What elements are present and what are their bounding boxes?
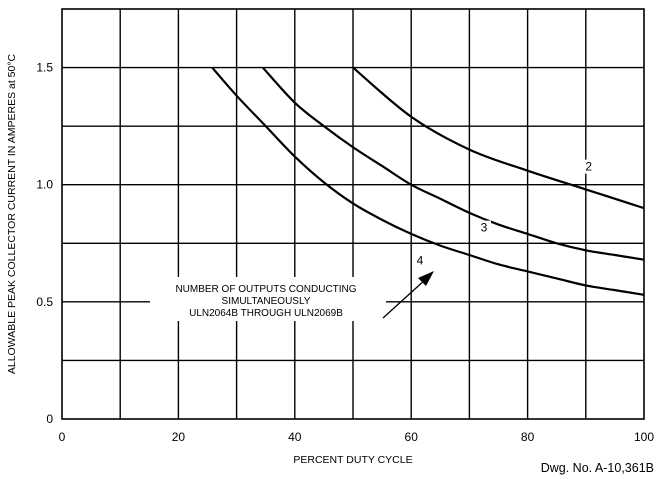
y-axis-title: ALLOWABLE PEAK COLLECTOR CURRENT IN AMPE… bbox=[6, 53, 18, 374]
plot-frame bbox=[61, 8, 645, 420]
series-label-3: 3 bbox=[481, 221, 488, 235]
x-tick-label: 0 bbox=[59, 430, 66, 444]
series-label-background bbox=[412, 253, 427, 268]
annotation-line-3: ULN2064B THROUGH ULN2069B bbox=[189, 308, 343, 319]
series-label-background bbox=[476, 220, 491, 235]
y-tick-labels: 0 0.5 1.0 1.5 bbox=[36, 61, 53, 426]
annotation-line-2: SIMULTANEOUSLY bbox=[222, 296, 311, 307]
x-tick-label: 100 bbox=[634, 430, 654, 444]
x-tick-label: 60 bbox=[405, 430, 419, 444]
series-label-background bbox=[581, 159, 596, 174]
x-tick-label: 20 bbox=[172, 430, 186, 444]
grid bbox=[62, 9, 644, 419]
series-line-4 bbox=[211, 66, 645, 296]
drawing-number: Dwg. No. A-10,361B bbox=[541, 461, 654, 475]
series-line-2 bbox=[352, 66, 645, 210]
y-tick-label: 0 bbox=[46, 412, 53, 426]
series-label-4: 4 bbox=[417, 253, 424, 267]
series-line-3 bbox=[261, 66, 645, 261]
series-label-2: 2 bbox=[585, 160, 592, 174]
annotation-arrow-shaft bbox=[382, 278, 427, 319]
x-tick-label: 80 bbox=[521, 430, 535, 444]
y-tick-label: 0.5 bbox=[36, 295, 53, 309]
x-tick-label: 40 bbox=[288, 430, 302, 444]
annotation-arrowhead bbox=[418, 271, 434, 286]
annotation-line-1: NUMBER OF OUTPUTS CONDUCTING bbox=[175, 284, 356, 295]
x-axis-title: PERCENT DUTY CYCLE bbox=[293, 454, 412, 466]
y-tick-label: 1.5 bbox=[36, 61, 53, 75]
curves: 2 3 4 bbox=[211, 66, 645, 296]
x-tick-labels: 0 20 40 60 80 100 bbox=[59, 430, 655, 444]
y-tick-label: 1.0 bbox=[36, 178, 53, 192]
annotation-background bbox=[150, 277, 386, 321]
